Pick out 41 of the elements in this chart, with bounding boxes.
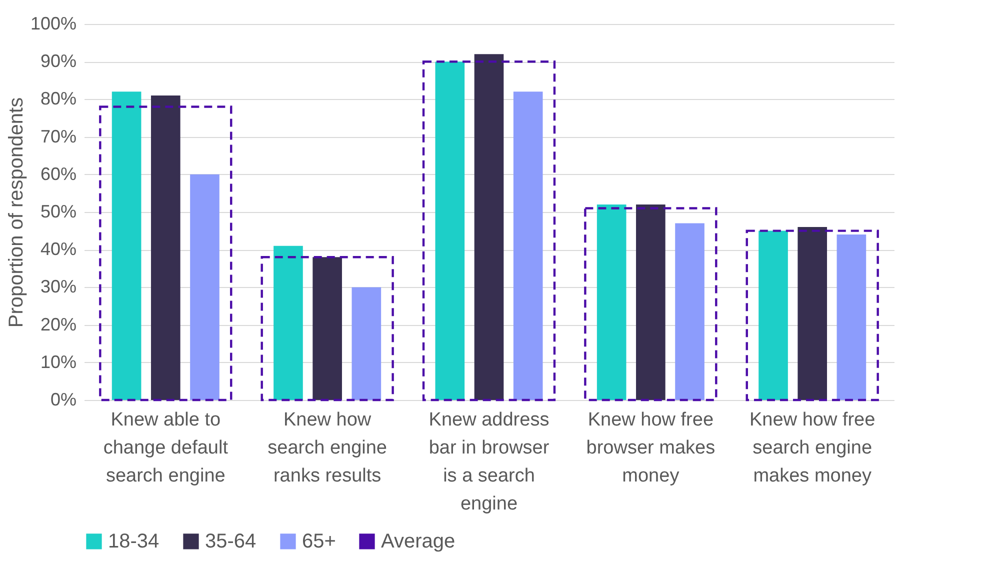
legend-label: Average: [381, 530, 456, 552]
bar: [190, 174, 220, 400]
y-axis-title: Proportion of respondents: [5, 97, 28, 328]
bar: [758, 230, 788, 400]
y-tick-label: 90%: [40, 51, 76, 72]
bar: [513, 92, 543, 400]
bar: [584, 207, 718, 402]
x-tick-label: Knew how search engine ranks results: [268, 410, 388, 486]
y-tick-label: 20%: [40, 314, 76, 334]
legend-label: 35-64: [205, 530, 256, 552]
y-tick-label: 100%: [30, 14, 76, 34]
bar: [596, 204, 626, 400]
y-tick-label: 10%: [40, 352, 76, 372]
legend-label: 18-34: [108, 530, 160, 552]
x-tick-label: Knew address bar in browser is a search engine: [428, 410, 550, 514]
y-tick-label: 70%: [40, 126, 76, 146]
y-tick-label: 40%: [40, 239, 76, 260]
bar: [636, 204, 666, 400]
bar: [798, 227, 828, 400]
x-tick-label: Knew how free search engine makes money: [750, 410, 876, 486]
bar: [112, 92, 142, 400]
legend-label: 65+: [302, 530, 336, 552]
bar: [474, 54, 504, 400]
bar: [746, 230, 879, 402]
y-tick-label: 50%: [40, 202, 76, 222]
bar: [150, 95, 180, 400]
bar: [312, 257, 342, 400]
y-tick-label: 0%: [50, 390, 76, 410]
y-tick-label: 30%: [40, 276, 76, 297]
bar: [675, 223, 704, 400]
y-tick-label: 60%: [40, 164, 76, 184]
x-tick-label: Knew able to change default search engine: [103, 410, 229, 486]
bar: [260, 256, 394, 402]
bar: [422, 60, 556, 402]
bar: [435, 62, 465, 400]
bar: [99, 106, 232, 402]
y-tick-label: 80%: [40, 88, 76, 109]
bar: [352, 287, 382, 400]
bar: [836, 234, 866, 400]
x-tick-label: Knew how free browser makes money: [586, 410, 716, 486]
bar: [274, 246, 303, 400]
